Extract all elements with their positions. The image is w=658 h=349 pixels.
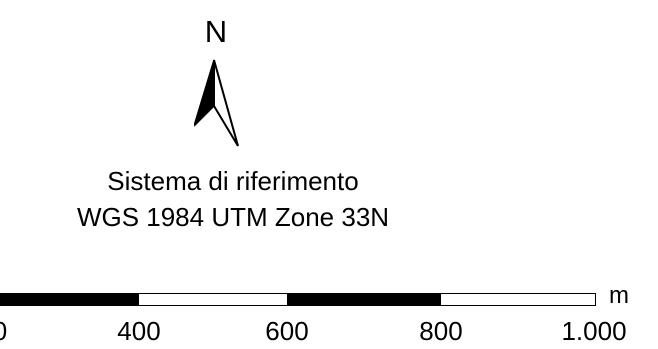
scale-unit-label: m <box>609 282 629 309</box>
scale-tick-label: 400 <box>117 316 161 346</box>
reference-system-name: WGS 1984 UTM Zone 33N <box>76 202 390 232</box>
reference-system-title: Sistema di riferimento <box>107 166 359 196</box>
reference-system-caption: Sistema di riferimento WGS 1984 UTM Zone… <box>0 163 466 235</box>
scale-tick-label: 800 <box>419 316 463 346</box>
scale-segment-1 <box>0 294 139 305</box>
scale-segment-3 <box>287 294 441 305</box>
scale-bar <box>0 293 596 306</box>
north-arrow-icon <box>194 59 239 147</box>
scale-segment-4 <box>441 294 595 305</box>
north-arrow-dark-outline <box>194 59 215 127</box>
scale-tick-label: 1.000 <box>561 316 627 346</box>
scale-tick-label: 600 <box>265 316 309 346</box>
north-label: N <box>204 14 228 49</box>
scale-tick-label: 0 <box>0 318 7 344</box>
scale-segment-2 <box>139 294 287 305</box>
north-arrow-light-half <box>213 59 239 147</box>
